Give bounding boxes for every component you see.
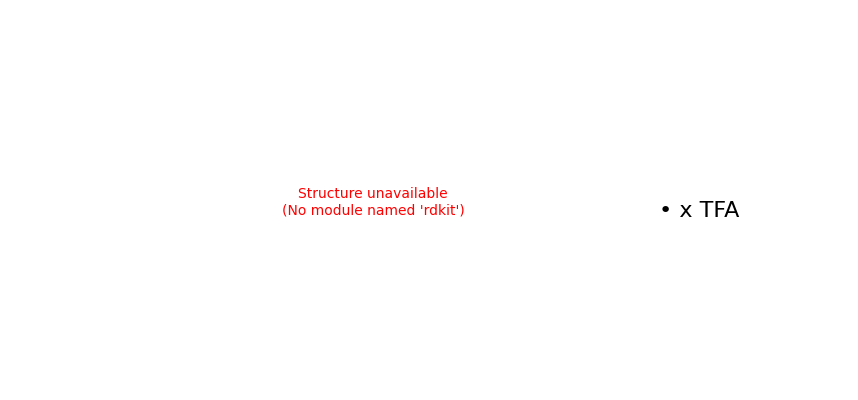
Text: • x TFA: • x TFA: [659, 201, 740, 221]
Text: Structure unavailable
(No module named 'rdkit'): Structure unavailable (No module named '…: [282, 187, 464, 217]
